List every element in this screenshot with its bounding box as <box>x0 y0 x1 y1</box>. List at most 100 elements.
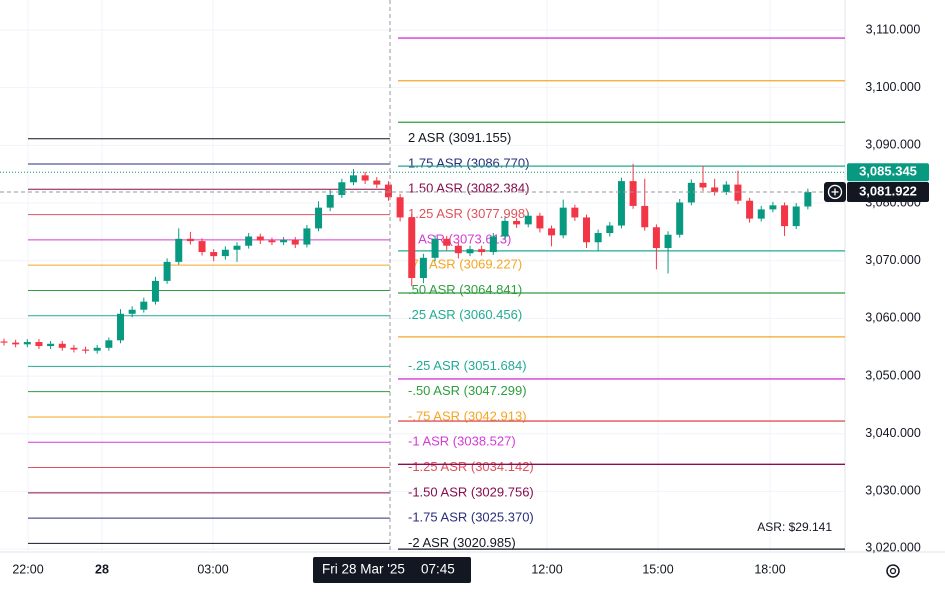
candle-body <box>233 245 241 250</box>
settings-gear-center[interactable] <box>889 567 897 575</box>
asr-note: ASR: $29.141 <box>757 520 832 534</box>
crosshair-date: Fri 28 Mar '25 <box>322 562 405 577</box>
candle-body <box>117 313 124 341</box>
asr-level-label: .25 ASR (3060.456) <box>408 307 522 322</box>
x-tick-label: 15:00 <box>642 562 673 576</box>
x-tick-label: 12:00 <box>531 562 562 576</box>
candle-body <box>664 234 672 249</box>
candle-body <box>303 228 311 245</box>
asr-level-label: 2 ASR (3091.155) <box>408 130 511 145</box>
candle-body <box>23 342 31 345</box>
candle-body <box>571 207 579 218</box>
candle-body <box>198 241 206 253</box>
candle-body <box>466 249 474 254</box>
candle-body <box>443 238 451 246</box>
candle-body <box>513 220 521 225</box>
crosshair-time-box <box>313 557 471 583</box>
y-tick-label: 3,080.000 <box>865 195 921 209</box>
candle-body <box>128 309 136 314</box>
asr-level-label: -.25 ASR (3051.684) <box>408 358 527 373</box>
y-tick-label: 3,070.000 <box>865 253 921 267</box>
candle-body <box>431 238 439 258</box>
crosshair-price-box <box>847 181 929 202</box>
candle-body <box>35 342 43 347</box>
y-tick-label: 3,020.000 <box>865 540 921 554</box>
candle-body <box>606 225 614 234</box>
asr-level-label: .75 ASR (3069.227) <box>408 257 522 272</box>
x-tick-label: 03:00 <box>197 562 228 576</box>
candle-body <box>548 228 556 236</box>
candle-body <box>746 200 754 219</box>
candle-body <box>734 184 742 201</box>
crosshair-price-label: 3,081.922 <box>859 183 917 198</box>
add-button[interactable] <box>827 184 843 200</box>
last-price-box <box>847 163 929 182</box>
x-tick-label: 22:00 <box>12 562 43 576</box>
y-tick-label: 3,040.000 <box>865 426 921 440</box>
candle-body <box>291 239 299 245</box>
candle-body <box>536 215 544 229</box>
last-price-label: 3,085.345 <box>859 164 917 179</box>
candle-body <box>12 342 20 345</box>
candle-body <box>151 280 159 302</box>
asr-level-label: 1.25 ASR (3077.998) <box>408 206 529 221</box>
candle-body <box>629 181 637 206</box>
candle-body <box>419 257 427 279</box>
candle-body <box>245 236 253 246</box>
overlay: 3,085.345 3,081.922 Fri 28 Mar '25 07:45 <box>0 0 929 583</box>
candle-body <box>594 233 602 243</box>
candle-body <box>792 206 800 227</box>
y-tick-label: 3,050.000 <box>865 368 921 382</box>
candle-body <box>82 349 90 351</box>
candle-body <box>70 347 78 350</box>
settings-gear[interactable] <box>886 564 900 578</box>
candle-body <box>408 217 416 279</box>
candle-body <box>280 239 288 243</box>
candle-body <box>489 236 497 253</box>
candle-body <box>221 249 229 257</box>
candle-body <box>501 220 509 237</box>
crosshair-time: 07:45 <box>421 562 455 577</box>
candle-body <box>524 215 532 225</box>
candle-body <box>268 240 276 243</box>
candle-body <box>361 175 369 181</box>
y-tick-label: 3,090.000 <box>865 138 921 152</box>
y-tick-label: 3,030.000 <box>865 484 921 498</box>
x-tick-label: 18:00 <box>754 562 785 576</box>
settings-icon[interactable] <box>886 564 900 578</box>
asr-level-label: -1 ASR (3038.527) <box>408 434 516 449</box>
candle-body <box>140 301 148 310</box>
candle-body <box>769 205 777 210</box>
candle-body <box>641 205 649 228</box>
asr-level-label: .50 ASR (3064.841) <box>408 282 522 297</box>
candle-body <box>559 207 567 236</box>
candle-body <box>326 194 334 208</box>
candle-body <box>652 227 660 249</box>
candle-body <box>93 347 101 351</box>
candle-body <box>478 249 486 253</box>
candle-body <box>0 341 8 343</box>
candle-body <box>676 202 684 235</box>
candle-body <box>583 217 590 243</box>
asr-level-label: -2 ASR (3020.985) <box>408 535 516 550</box>
candle-body <box>384 184 392 198</box>
asr-level-label: -1.75 ASR (3025.370) <box>408 510 534 525</box>
candle-body <box>256 236 264 241</box>
candle-body <box>175 238 183 262</box>
asr-level-label: -.50 ASR (3047.299) <box>408 383 527 398</box>
candle-body <box>757 209 765 219</box>
y-tick-label: 3,110.000 <box>866 22 921 36</box>
candle-body <box>163 261 171 281</box>
x-tick-label: 28 <box>95 562 109 576</box>
asr-level-label: -1.25 ASR (3034.142) <box>408 459 534 474</box>
candle-body <box>315 207 323 229</box>
candle-body <box>186 238 194 242</box>
candle-body <box>338 182 346 195</box>
candle-body <box>699 182 707 188</box>
candle-body <box>781 205 789 227</box>
candle-body <box>105 340 113 348</box>
asr-level-label: 1.75 ASR (3086.770) <box>408 155 529 170</box>
asr-level-label: -.75 ASR (3042.913) <box>408 408 527 423</box>
